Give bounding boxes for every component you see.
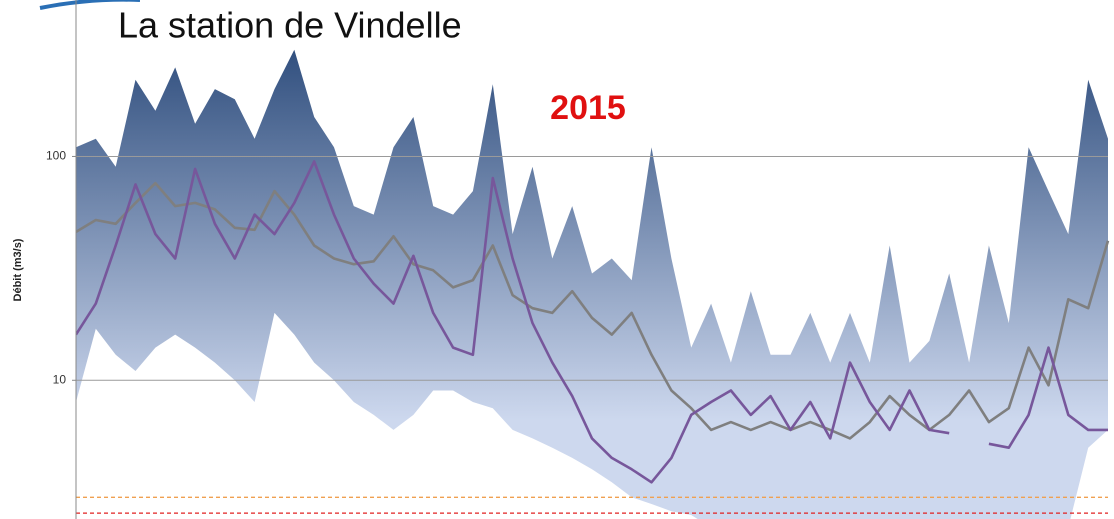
- y-axis-label: Débit (m3/s): [12, 238, 24, 301]
- decor-swoosh: [39, 0, 140, 10]
- range-floor: [76, 312, 1108, 519]
- y-tick-label: 10: [53, 372, 67, 386]
- series-line: [76, 160, 1108, 484]
- y-tick-label: 100: [46, 149, 66, 163]
- chart-title: La station de Vindelle: [118, 5, 462, 46]
- year-annotation: 2015: [550, 89, 626, 127]
- plot-area: [76, 49, 1110, 519]
